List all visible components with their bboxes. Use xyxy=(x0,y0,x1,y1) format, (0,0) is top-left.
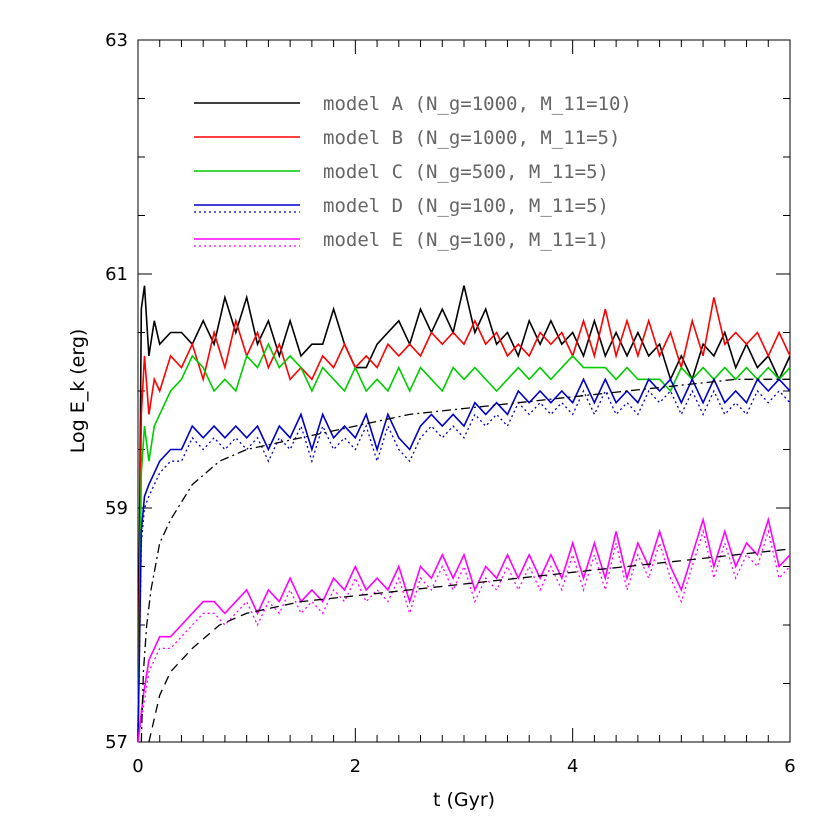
x-axis-label: t (Gyr) xyxy=(433,789,495,811)
x-tick-label: 4 xyxy=(567,756,578,777)
x-tick-label: 2 xyxy=(350,756,361,777)
model-d-solid-line xyxy=(137,377,791,743)
legend-label: model A (N_g=1000, M_11=10) xyxy=(323,93,632,115)
model-c-solid-line xyxy=(137,342,791,743)
y-tick-labels: 57 59 61 63 xyxy=(105,30,128,753)
legend-label: model C (N_g=500, M_11=5) xyxy=(323,161,609,183)
model-d-dotted-line xyxy=(137,389,791,743)
legend-label: model D (N_g=100, M_11=5) xyxy=(323,195,609,217)
axis-ticks xyxy=(137,39,791,743)
model-e-dotted-line xyxy=(137,528,791,743)
y-tick-label: 61 xyxy=(105,264,128,285)
x-tick-label: 6 xyxy=(784,756,795,777)
series-layer xyxy=(137,285,791,743)
y-tick-label: 57 xyxy=(105,732,128,753)
legend-label: model B (N_g=1000, M_11=5) xyxy=(323,127,620,149)
legend: model A (N_g=1000, M_11=10)model B (N_g=… xyxy=(194,93,632,251)
y-tick-label: 63 xyxy=(105,30,128,51)
model-a-solid-line xyxy=(137,285,791,743)
x-tick-labels: 0 2 4 6 xyxy=(132,756,795,777)
legend-label: model E (N_g=100, M_11=1) xyxy=(323,229,609,251)
x-tick-label: 0 xyxy=(132,756,143,777)
model-e-solid-line xyxy=(137,516,791,743)
fit-dashdot-line xyxy=(140,378,790,743)
y-tick-label: 59 xyxy=(105,498,128,519)
y-axis-label: Log E_k (erg) xyxy=(67,329,89,454)
model-b-solid-line xyxy=(137,297,791,743)
fit-dashed-line xyxy=(148,548,791,743)
